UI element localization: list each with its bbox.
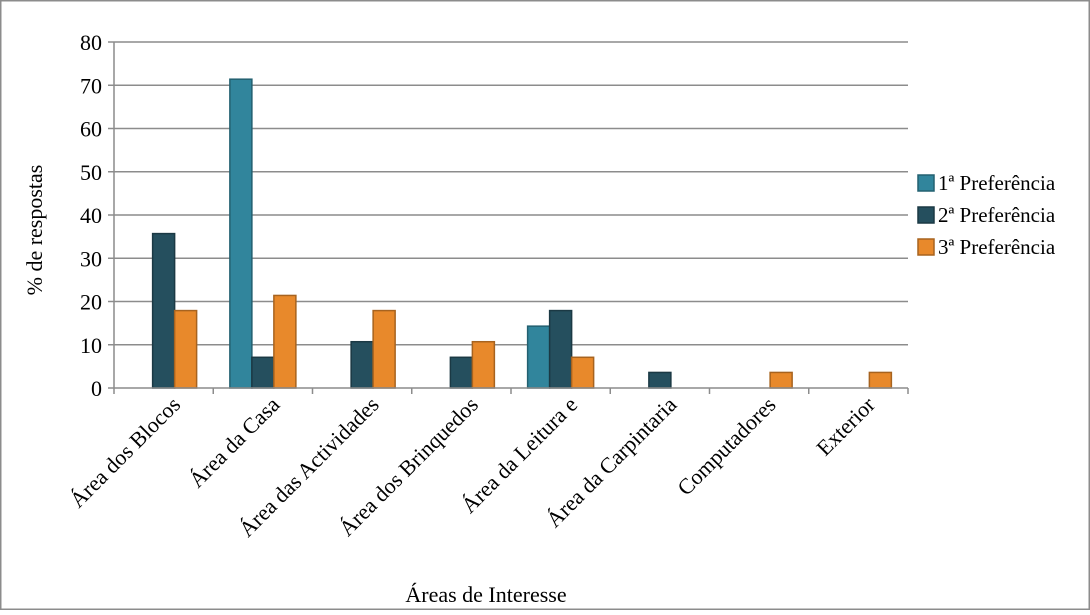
- y-tick-label: 70: [80, 73, 102, 98]
- bar-series-3-category-4: [471, 340, 496, 389]
- legend-swatch: [917, 174, 935, 192]
- bar-series-2-category-6: [648, 371, 672, 389]
- bar-series-3-category-3: [372, 309, 396, 389]
- bar-series-3-category-7: [769, 371, 793, 389]
- bar-series-2-category-5: [548, 309, 573, 389]
- y-tick-label: 0: [91, 376, 102, 401]
- y-tick-label: 10: [80, 333, 102, 358]
- x-axis-label: Áreas de Interesse: [405, 582, 566, 607]
- bars: [151, 78, 893, 389]
- y-tick-label: 60: [80, 117, 102, 142]
- y-tick-label: 50: [80, 160, 102, 185]
- y-axis-label: % de respostas: [22, 165, 47, 296]
- legend-label: 2ª Preferência: [938, 203, 1056, 227]
- legend-swatch: [917, 238, 935, 256]
- bar-series-2-category-4: [449, 356, 474, 389]
- bar-series-3-category-5: [570, 356, 595, 389]
- bar-series-3-category-8: [868, 371, 893, 389]
- legend-label: 1ª Preferência: [938, 171, 1056, 195]
- bar-series-1-category-2: [229, 78, 253, 389]
- y-axis-ticks: 0 10 20 30 40 50 60 70 80: [80, 30, 114, 401]
- y-tick-label: 80: [80, 30, 102, 55]
- y-tick-label: 20: [80, 290, 102, 315]
- bar-series-3-category-1: [173, 309, 198, 389]
- bar-series-3-category-2: [273, 294, 297, 389]
- y-tick-label: 40: [80, 203, 102, 228]
- legend-label: 3ª Preferência: [938, 235, 1056, 259]
- y-tick-label: 30: [80, 246, 102, 271]
- legend-swatch: [917, 206, 935, 224]
- bar-series-1-category-5: [526, 325, 551, 389]
- bar-series-2-category-2: [251, 356, 275, 389]
- legend: 1ª Preferência 2ª Preferência 3ª Preferênc…: [917, 171, 1056, 259]
- bar-series-2-category-3: [350, 340, 374, 389]
- bar-series-2-category-1: [151, 232, 176, 389]
